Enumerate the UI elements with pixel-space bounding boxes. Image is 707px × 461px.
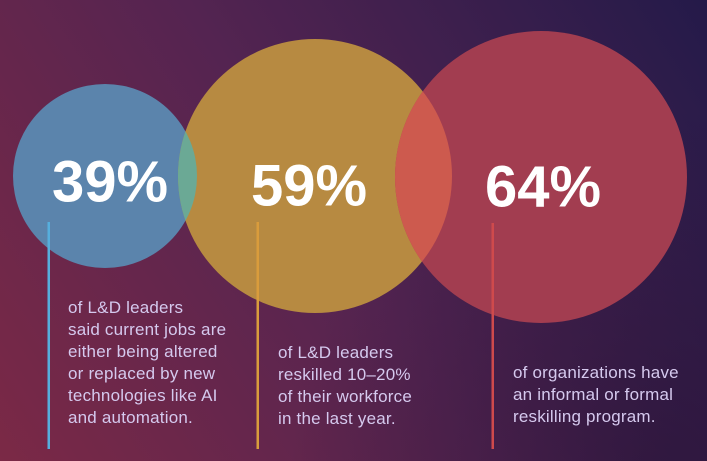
stat-value-64: 64% xyxy=(484,154,602,220)
circle-64-percent xyxy=(395,31,687,323)
connector-line-39 xyxy=(47,222,50,449)
circle-39-percent xyxy=(13,84,197,268)
stat-value-39: 39% xyxy=(51,149,169,215)
connector-line-64 xyxy=(491,223,494,449)
stat-description-64: of organizations have an informal or for… xyxy=(513,363,679,426)
stat-description-39: of L&D leaders said current jobs are eit… xyxy=(68,298,227,427)
connector-line-59 xyxy=(256,222,259,449)
stat-value-59: 59% xyxy=(250,153,368,219)
stat-description-59: of L&D leaders reskilled 10–20% of their… xyxy=(278,343,412,428)
circle-59-percent xyxy=(178,39,452,313)
